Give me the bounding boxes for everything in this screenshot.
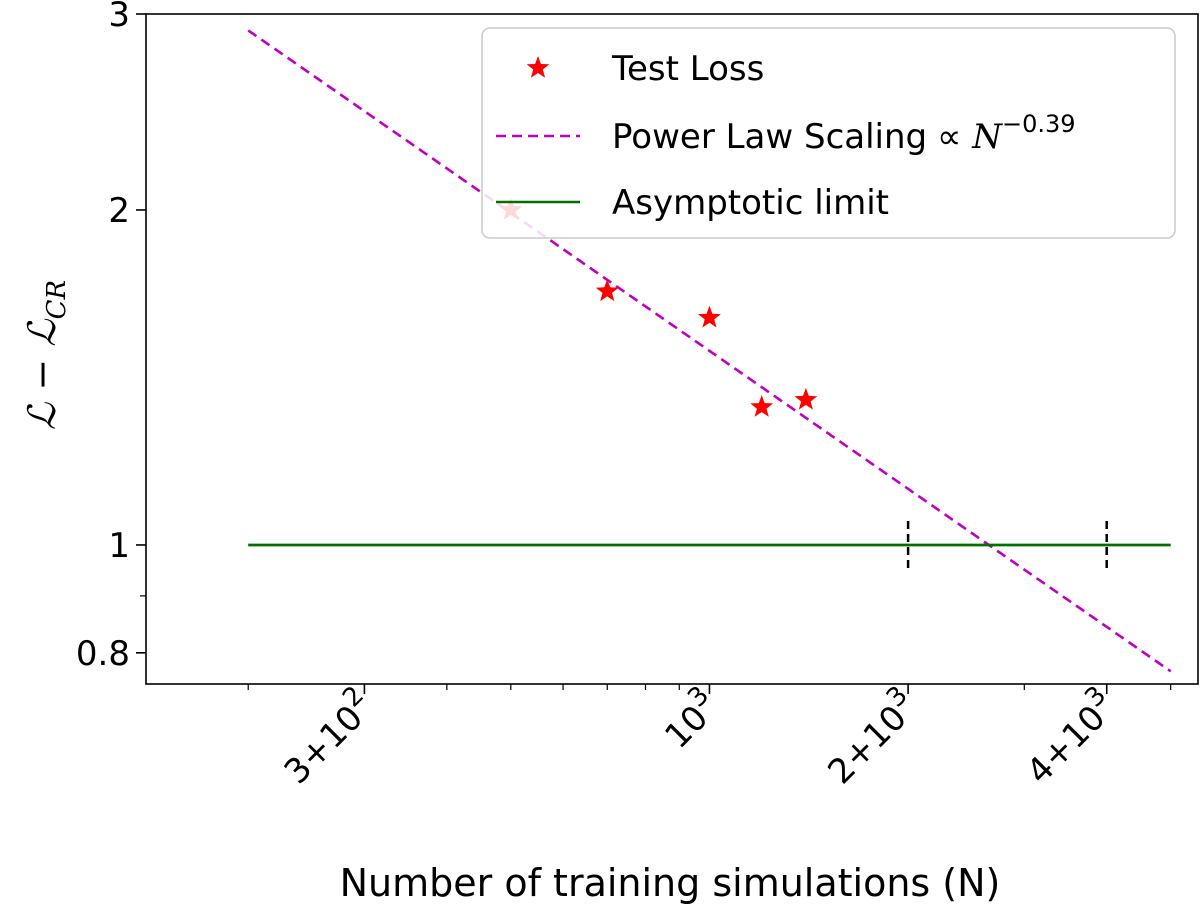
- series-line-1: [247, 29, 1172, 673]
- legend-label: Power Law Scaling ∝ N−0.39: [612, 110, 1076, 157]
- legend-label: Asymptotic limit: [612, 183, 889, 223]
- markers-layer: [906, 521, 1108, 569]
- test-loss-point: [794, 387, 818, 410]
- y-axis-label-subscript: CR: [42, 280, 72, 319]
- legend: Test Loss Power Law Scaling ∝ N−0.39 Asympt…: [481, 27, 1176, 239]
- legend-label-exponent: −0.39: [1002, 110, 1076, 138]
- legend-entries: Test Loss Power Law Scaling ∝ N−0.39 Asympt…: [496, 49, 1076, 223]
- legend-box: [481, 27, 1176, 239]
- y-axis-label: ℒ − ℒCR: [20, 280, 72, 430]
- y-axis: 3 2 1 0.8: [76, 0, 146, 674]
- test-loss-point: [750, 395, 774, 417]
- legend-label-suffix: ∝: [937, 117, 972, 157]
- y-tick-label: 0.8: [76, 634, 130, 674]
- test-loss-point: [698, 305, 721, 328]
- y-tick-label: 1: [108, 526, 130, 566]
- legend-label-base: N: [971, 117, 1003, 157]
- y-axis-label-main: ℒ − ℒ: [20, 318, 64, 430]
- series-layer: [247, 29, 1172, 673]
- plot-frame: [145, 13, 1199, 685]
- y-tick-label: 3: [108, 0, 130, 35]
- test-loss-point: [595, 279, 619, 302]
- legend-label: Test Loss: [611, 49, 764, 89]
- y-tick-label: 2: [108, 191, 130, 231]
- legend-star-marker: [526, 56, 550, 78]
- x-axis-label: Number of training simulations (N): [340, 861, 1001, 905]
